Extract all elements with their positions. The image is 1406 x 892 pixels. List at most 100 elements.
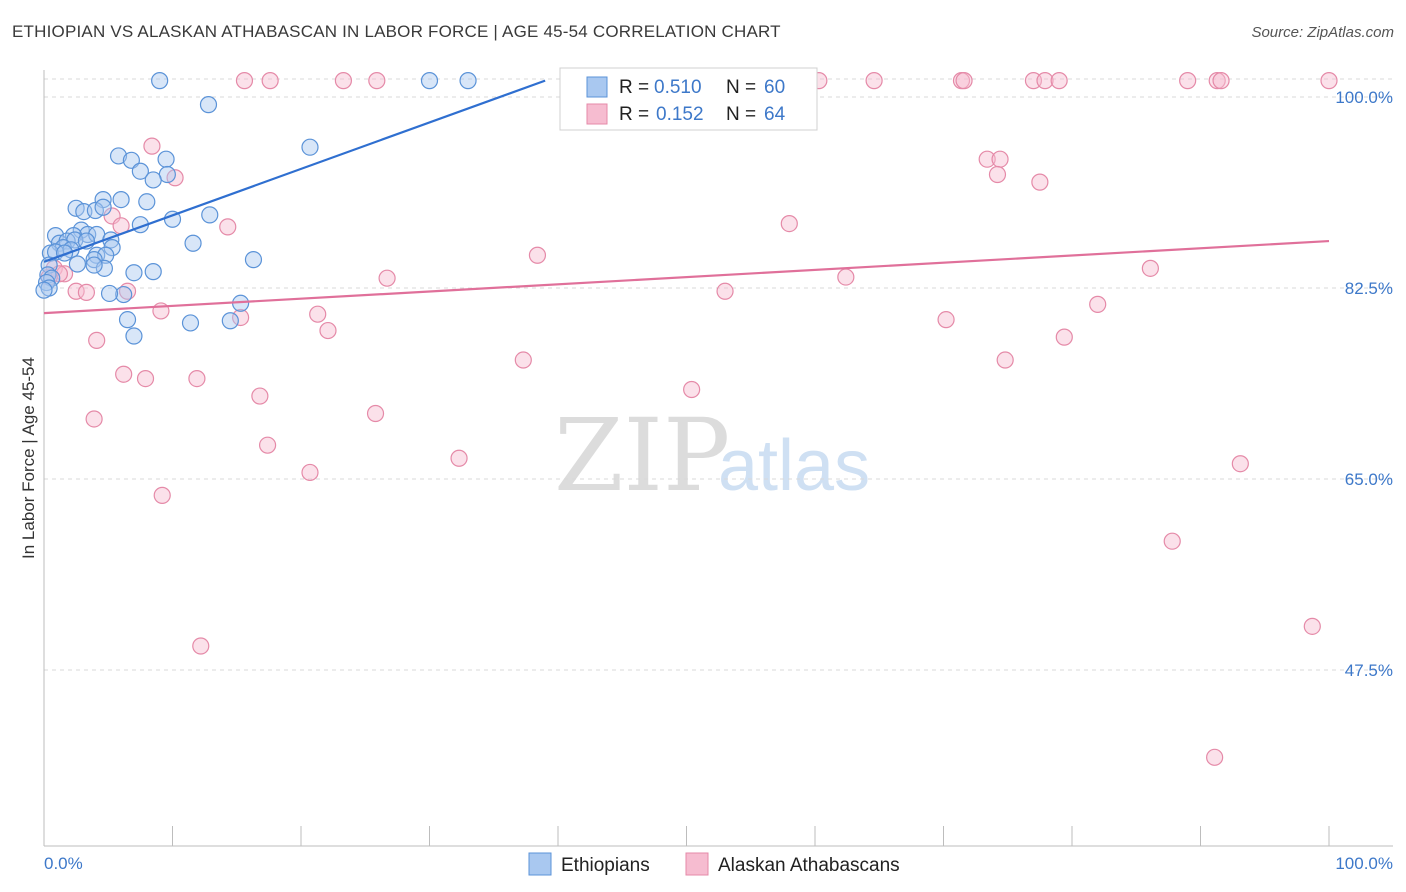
ethiopians-point: [131, 162, 149, 180]
ethiopians-point: [144, 263, 162, 281]
ethiopians-point: [199, 96, 218, 114]
alaskan-athabascans-point: [996, 351, 1014, 369]
series-legend: Ethiopians Alaskan Athabascans: [528, 852, 900, 876]
alaskan-athabascans-point: [136, 369, 155, 388]
legend-r-label-1: R =: [619, 77, 649, 98]
series-ethiopians-points: [35, 72, 477, 345]
y-tick-label: 47.5%: [1345, 661, 1393, 680]
chart-title: ETHIOPIAN VS ALASKAN ATHABASCAN IN LABOR…: [12, 22, 781, 41]
ethiopians-point: [244, 251, 263, 269]
alaskan-athabascans-point: [235, 72, 254, 90]
alaskan-athabascans-point: [188, 369, 206, 388]
alaskan-athabascans-point: [219, 218, 237, 236]
alaskan-athabascans-point: [192, 637, 210, 655]
ethiopians-point: [95, 259, 113, 277]
alaskan-athabascans-point: [716, 282, 734, 300]
alaskan-athabascans-point: [683, 380, 701, 399]
alaskan-athabascans-point: [1036, 72, 1054, 90]
ethiopians-point: [201, 206, 219, 224]
grid-lines: [44, 78, 1393, 671]
alaskan-athabascans-point: [450, 449, 468, 467]
x-axis-ticks: [43, 826, 1330, 846]
watermark-zip: ZIP: [554, 397, 730, 514]
ethiopians-point: [184, 234, 202, 252]
alaskan-athabascans-point: [937, 311, 955, 329]
ethiopians-point: [157, 150, 175, 168]
alaskan-athabascans-point: [301, 463, 319, 482]
legend-n-value-2: 64: [764, 104, 786, 125]
ethiopians-point: [100, 284, 119, 303]
watermark-atlas: atlas: [718, 426, 870, 506]
x-tick-label-min: 0.0%: [44, 854, 83, 873]
alaskan-athabascans-point: [334, 72, 353, 90]
y-tick-labels: 47.5% 65.0% 82.5% 100.0%: [1335, 88, 1393, 680]
alaskan-athabascans-point: [77, 283, 96, 301]
alaskan-athabascans-point: [261, 72, 279, 90]
alaskan-athabascans-point: [1231, 455, 1249, 473]
correlation-legend: R = 0.510 N = 60 R = 0.152 N = 64: [559, 67, 818, 131]
ethiopians-point: [112, 190, 130, 209]
alaskan-athabascans-point: [1031, 173, 1049, 191]
alaskan-athabascans-point: [85, 410, 103, 428]
series-legend-swatch-alaskan: [685, 852, 709, 876]
legend-r-value-1: 0.510: [654, 77, 702, 98]
ethiopians-point: [181, 314, 200, 332]
series-alaskan-athabascans-points: [40, 72, 1338, 766]
legend-swatch-ethiopians: [586, 76, 608, 98]
y-tick-label: 82.5%: [1345, 279, 1393, 298]
alaskan-athabascans-point: [528, 246, 547, 264]
ethiopians-trend-line: [43, 79, 546, 263]
series-legend-label-alaskan: Alaskan Athabascans: [718, 855, 900, 876]
alaskan-athabascans-point: [258, 436, 277, 454]
alaskan-athabascans-point: [153, 486, 171, 504]
alaskan-athabascans-point: [1055, 328, 1073, 346]
alaskan-athabascans-point: [143, 137, 161, 155]
alaskan-athabascans-point: [378, 269, 396, 287]
alaskan-athabascans-point: [978, 150, 996, 168]
alaskan-athabascans-point: [368, 72, 386, 90]
alaskan-athabascans-point: [232, 308, 250, 327]
alaskan-athabascans-point: [1320, 72, 1338, 90]
ethiopians-point: [221, 312, 239, 330]
alaskan-athabascans-point: [865, 72, 883, 90]
ethiopians-point: [68, 255, 87, 273]
ethiopians-point: [301, 138, 319, 156]
alaskan-athabascans-point: [988, 165, 1007, 184]
alaskan-athabascans-point: [514, 351, 532, 369]
legend-n-value-1: 60: [764, 77, 785, 98]
y-axis-label: In Labor Force | Age 45-54: [19, 357, 38, 559]
ethiopians-point: [115, 285, 133, 304]
alaskan-athabascans-point: [1206, 748, 1224, 766]
alaskan-athabascans-point: [991, 150, 1009, 168]
alaskan-athabascans-point: [251, 387, 269, 405]
ethiopians-point: [109, 147, 128, 165]
alaskan-athabascans-point: [115, 365, 133, 383]
alaskan-athabascans-point: [1208, 72, 1226, 90]
ethiopians-point: [79, 225, 97, 244]
legend-swatch-alaskan: [586, 103, 608, 125]
alaskan-athabascans-point: [1179, 72, 1197, 90]
ethiopians-point: [94, 198, 112, 216]
legend-n-label-2: N =: [726, 104, 756, 125]
legend-r-label-2: R =: [619, 104, 649, 125]
alaskan-athabascans-point: [955, 72, 973, 90]
alaskan-athabascans-point: [1141, 259, 1159, 277]
trend-lines: [43, 79, 1330, 315]
ethiopians-point: [85, 256, 103, 274]
legend-n-label-1: N =: [726, 77, 756, 98]
alaskan-athabascans-point: [1089, 295, 1107, 313]
ethiopians-point: [151, 72, 169, 90]
series-legend-swatch-ethiopians: [528, 852, 552, 876]
alaskan-athabascans-point: [366, 404, 385, 423]
ethiopians-point: [459, 72, 477, 90]
alaskan-athabascans-point: [309, 305, 327, 323]
ethiopians-point: [125, 264, 143, 282]
y-tick-label: 65.0%: [1345, 470, 1393, 489]
alaskan-athabascans-point: [1303, 617, 1321, 635]
source-label: Source: ZipAtlas.com: [1251, 24, 1394, 41]
alaskan-athabascans-point: [1212, 72, 1230, 90]
ethiopians-point: [138, 193, 156, 211]
ethiopians-point: [125, 327, 143, 345]
alaskan-athabascans-point: [1050, 72, 1068, 90]
